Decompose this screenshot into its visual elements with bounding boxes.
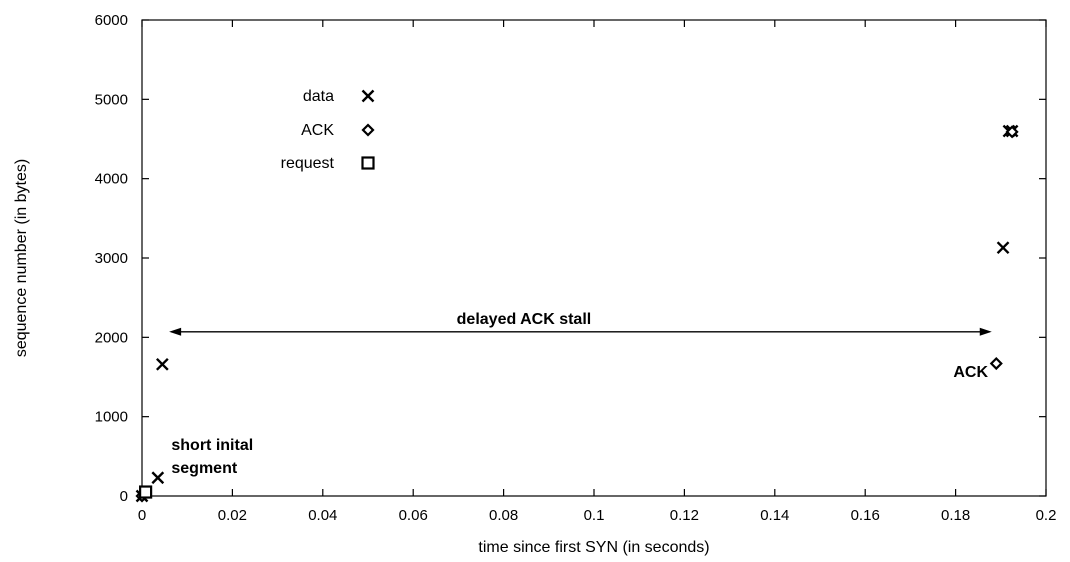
legend-marker-diamond-icon bbox=[361, 123, 375, 137]
x-tick-label: 0.06 bbox=[399, 507, 428, 524]
legend-marker-square-icon bbox=[361, 156, 375, 170]
x-axis-title: time since first SYN (in seconds) bbox=[478, 539, 709, 556]
annotation-short-initial: short inital bbox=[171, 437, 253, 454]
y-tick-label: 4000 bbox=[95, 171, 128, 188]
x-tick-label: 0.2 bbox=[1036, 507, 1057, 524]
x-tick-label: 0.08 bbox=[489, 507, 518, 524]
legend-label-request: request bbox=[281, 155, 335, 172]
y-axis-title: sequence number (in bytes) bbox=[13, 159, 30, 357]
point-x-marker bbox=[996, 241, 1010, 255]
legend: data ACK request bbox=[281, 88, 375, 172]
stall-arrow bbox=[169, 327, 992, 336]
y-tick-label: 5000 bbox=[95, 91, 128, 108]
y-tick-label: 1000 bbox=[95, 409, 128, 426]
arrow-head-right-icon bbox=[979, 327, 992, 336]
annotation-delayed-ack-stall: delayed ACK stall bbox=[457, 311, 592, 328]
x-tick-label: 0.1 bbox=[584, 507, 605, 524]
plot-frame bbox=[141, 19, 1047, 497]
x-tick-label: 0.16 bbox=[851, 507, 880, 524]
legend-label-data: data bbox=[303, 88, 334, 105]
legend-marker-x-icon bbox=[361, 89, 375, 103]
x-tick-label: 0.02 bbox=[218, 507, 247, 524]
legend-label-ack: ACK bbox=[301, 122, 334, 139]
y-tick-label: 2000 bbox=[95, 329, 128, 346]
x-tick-label: 0 bbox=[138, 507, 146, 524]
point-square-marker bbox=[139, 485, 153, 499]
x-tick-label: 0.12 bbox=[670, 507, 699, 524]
annotation-ack: ACK bbox=[953, 364, 988, 381]
x-axis: 0 0.02 0.04 0.06 0.08 0.1 0.12 0.14 0.16 0.18 0.2 bbox=[138, 20, 1057, 524]
point-diamond-marker bbox=[1005, 125, 1019, 139]
point-x-marker bbox=[151, 471, 165, 485]
y-axis: 0 1000 2000 3000 4000 5000 6000 bbox=[95, 12, 1046, 505]
annotation-segment: segment bbox=[171, 460, 237, 477]
point-x-marker bbox=[155, 357, 169, 371]
x-tick-label: 0.18 bbox=[941, 507, 970, 524]
y-tick-label: 0 bbox=[120, 488, 128, 505]
y-tick-label: 3000 bbox=[95, 250, 128, 267]
data-points bbox=[135, 124, 1019, 503]
plot-area bbox=[141, 19, 1047, 497]
arrow-head-left-icon bbox=[169, 327, 182, 336]
y-tick-label: 6000 bbox=[95, 12, 128, 29]
x-tick-label: 0.04 bbox=[308, 507, 337, 524]
point-diamond-marker bbox=[989, 356, 1003, 371]
annotations: short inital segment delayed ACK stall A… bbox=[171, 311, 988, 477]
x-tick-label: 0.14 bbox=[760, 507, 789, 524]
